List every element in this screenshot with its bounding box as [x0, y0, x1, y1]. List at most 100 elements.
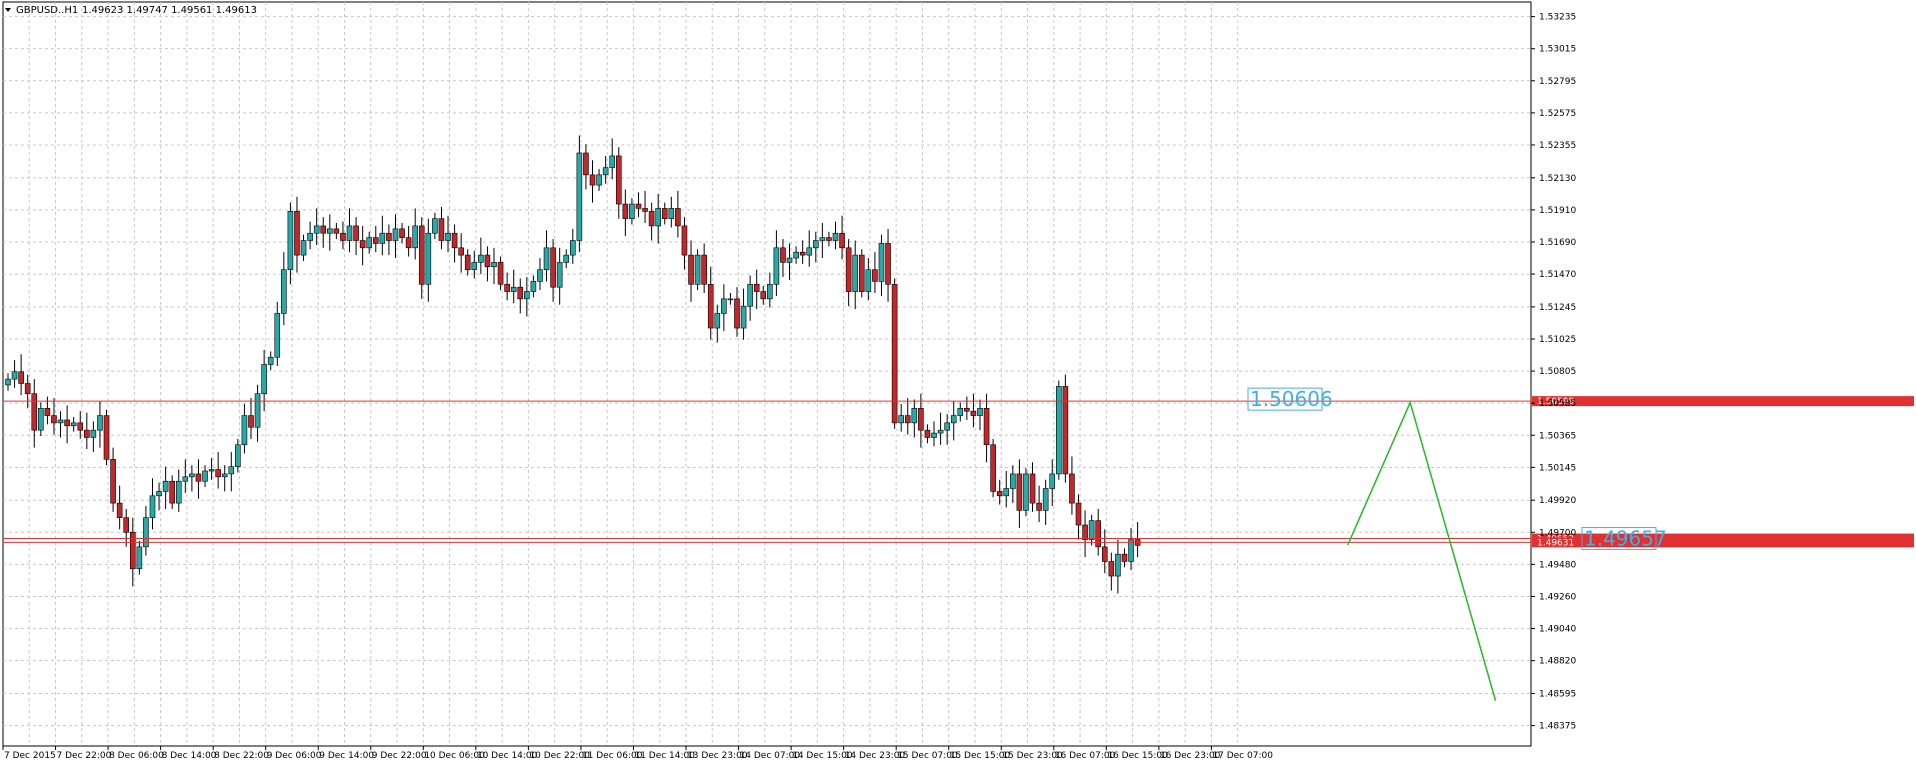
- candle: [786, 243, 793, 280]
- dropdown-triangle-icon[interactable]: [5, 8, 11, 12]
- candle: [530, 275, 537, 298]
- candle: [524, 276, 530, 317]
- candle-body: [425, 232, 432, 285]
- candle-body: [478, 254, 484, 263]
- candle: [609, 138, 616, 180]
- candle: [267, 351, 274, 371]
- candle-body: [5, 378, 11, 386]
- candle-body: [438, 218, 445, 241]
- price-badge: [1532, 396, 1914, 407]
- candle: [110, 447, 116, 512]
- candle: [734, 287, 740, 337]
- candle: [175, 469, 182, 512]
- candle-body: [51, 415, 57, 424]
- candle: [1010, 465, 1016, 504]
- candle: [333, 223, 340, 240]
- y-tick-label: 1.53235: [1539, 13, 1576, 23]
- candle-body: [629, 203, 635, 219]
- price-badge: [1532, 537, 1914, 548]
- candle: [701, 243, 707, 294]
- candle: [471, 250, 478, 279]
- candle: [432, 212, 438, 240]
- price-annotation: 1.50606: [1247, 387, 1333, 411]
- candle-body: [957, 407, 964, 416]
- candle-body: [707, 283, 714, 329]
- candle: [156, 482, 162, 511]
- candle-body: [340, 232, 346, 241]
- candle-body: [359, 240, 366, 249]
- y-tick-label: 1.50585: [1539, 399, 1576, 409]
- y-tick-label: 1.51470: [1539, 270, 1576, 280]
- candle: [1121, 548, 1128, 568]
- candle-body: [11, 371, 18, 380]
- candle: [162, 466, 169, 509]
- candle: [31, 379, 38, 448]
- candle-body: [294, 211, 300, 256]
- x-tick-label: 9 Dec 14:00: [319, 751, 374, 761]
- candle-body: [248, 415, 254, 428]
- x-tick-label: 10 Dec 06:00: [424, 751, 485, 761]
- candle-body: [129, 531, 136, 570]
- y-tick-label: 1.50145: [1539, 463, 1576, 473]
- candle: [878, 234, 885, 296]
- y-axis: 1.53235 1.53015 1.52795 1.52575 1.52355 1.521…: [1531, 13, 1576, 732]
- candle-body: [84, 429, 90, 438]
- candle: [642, 190, 648, 224]
- y-tick-label: 1.52575: [1539, 109, 1576, 119]
- candle: [399, 223, 405, 244]
- candle: [38, 402, 44, 436]
- candle-body: [1128, 539, 1134, 562]
- candle-body: [813, 240, 819, 249]
- candle-body: [24, 383, 31, 394]
- candle-body: [583, 152, 589, 176]
- annotations: 1.50606 1.49657: [1247, 387, 1667, 551]
- candle-body: [1056, 386, 1062, 475]
- candle-body: [366, 237, 373, 249]
- candle-body: [162, 480, 169, 492]
- candle-body: [799, 251, 806, 256]
- candle: [832, 221, 839, 250]
- candle-body: [701, 254, 707, 285]
- candle: [819, 223, 826, 259]
- y-tick-label: 1.48375: [1539, 722, 1576, 732]
- candle: [129, 517, 136, 587]
- candle-body: [1121, 553, 1128, 562]
- candle-body: [254, 393, 261, 428]
- candle: [294, 196, 300, 273]
- candle: [891, 278, 898, 429]
- candle: [70, 417, 77, 432]
- candle: [136, 541, 143, 575]
- y-tick-label: 1.49480: [1539, 560, 1576, 570]
- y-tick-label: 1.53015: [1539, 45, 1576, 55]
- candle-body: [911, 407, 918, 424]
- y-tick-label: 1.49700: [1539, 528, 1576, 538]
- candle-body: [852, 254, 859, 292]
- y-tick-label: 1.50365: [1539, 431, 1576, 441]
- candle: [327, 214, 333, 251]
- candle-body: [1101, 546, 1108, 562]
- candle-body: [970, 410, 977, 416]
- candle-body: [760, 291, 767, 300]
- candle: [1069, 456, 1075, 515]
- candle: [386, 224, 392, 256]
- candle: [977, 399, 983, 431]
- candle-body: [898, 415, 904, 424]
- x-tick-label: 9 Dec 22:00: [372, 751, 427, 761]
- candle-body: [1108, 561, 1115, 577]
- candle: [911, 399, 918, 438]
- y-tick-label: 1.49260: [1539, 592, 1576, 602]
- candle: [615, 147, 622, 219]
- candle-body: [642, 208, 648, 212]
- candle: [1042, 479, 1049, 525]
- candle: [721, 284, 727, 331]
- candle: [983, 393, 990, 463]
- candle-body: [996, 491, 1003, 497]
- candle-body: [261, 364, 267, 394]
- candle-body: [675, 208, 681, 227]
- candles: [5, 135, 1141, 594]
- candle-body: [281, 269, 287, 314]
- candle-body: [734, 298, 740, 329]
- projection-line: [1347, 400, 1497, 701]
- x-tick-label: 7 Dec 22:00: [57, 751, 112, 761]
